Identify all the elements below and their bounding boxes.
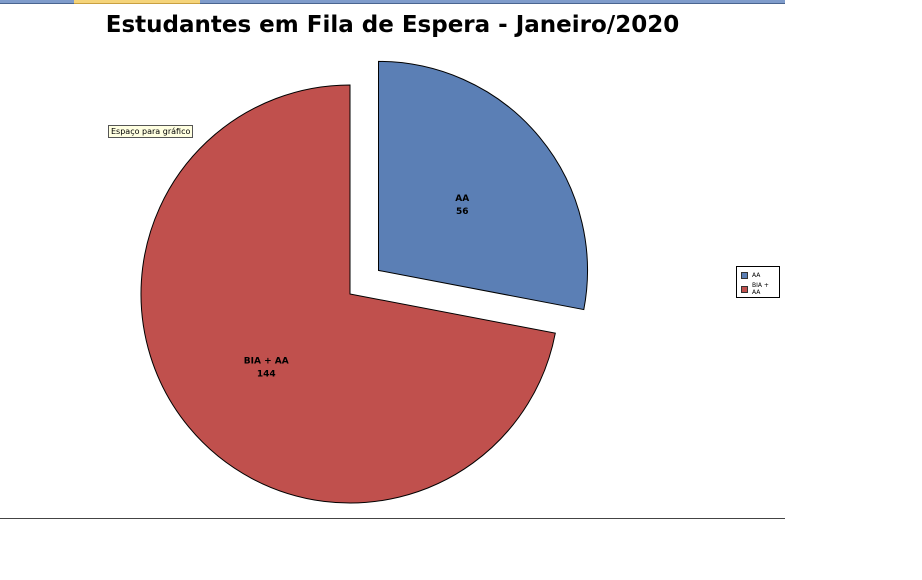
legend-swatch-bia-aa bbox=[741, 285, 748, 293]
data-label-value: 56 bbox=[456, 207, 469, 217]
bottom-border bbox=[0, 518, 785, 519]
pie-slice-aa bbox=[378, 60, 588, 311]
selected-tab-strip[interactable] bbox=[74, 0, 200, 4]
legend-label: BIA + AA bbox=[751, 282, 769, 296]
top-strip bbox=[0, 0, 785, 4]
legend: AA BIA + AA bbox=[736, 266, 780, 298]
legend-label: AA bbox=[752, 271, 761, 279]
data-label-value: 144 bbox=[257, 369, 276, 379]
legend-item-bia-aa: BIA + AA bbox=[741, 282, 779, 296]
legend-swatch-aa bbox=[741, 271, 748, 279]
chart-title: Estudantes em Fila de Espera - Janeiro/2… bbox=[105, 12, 680, 38]
chart-area-tooltip: Espaço para gráfico bbox=[108, 125, 194, 138]
data-label-category: BIA + AA bbox=[244, 356, 289, 366]
legend-item-aa: AA bbox=[741, 269, 779, 281]
pie-slice-bia-aa bbox=[140, 84, 556, 504]
data-label-category: AA bbox=[455, 194, 469, 204]
